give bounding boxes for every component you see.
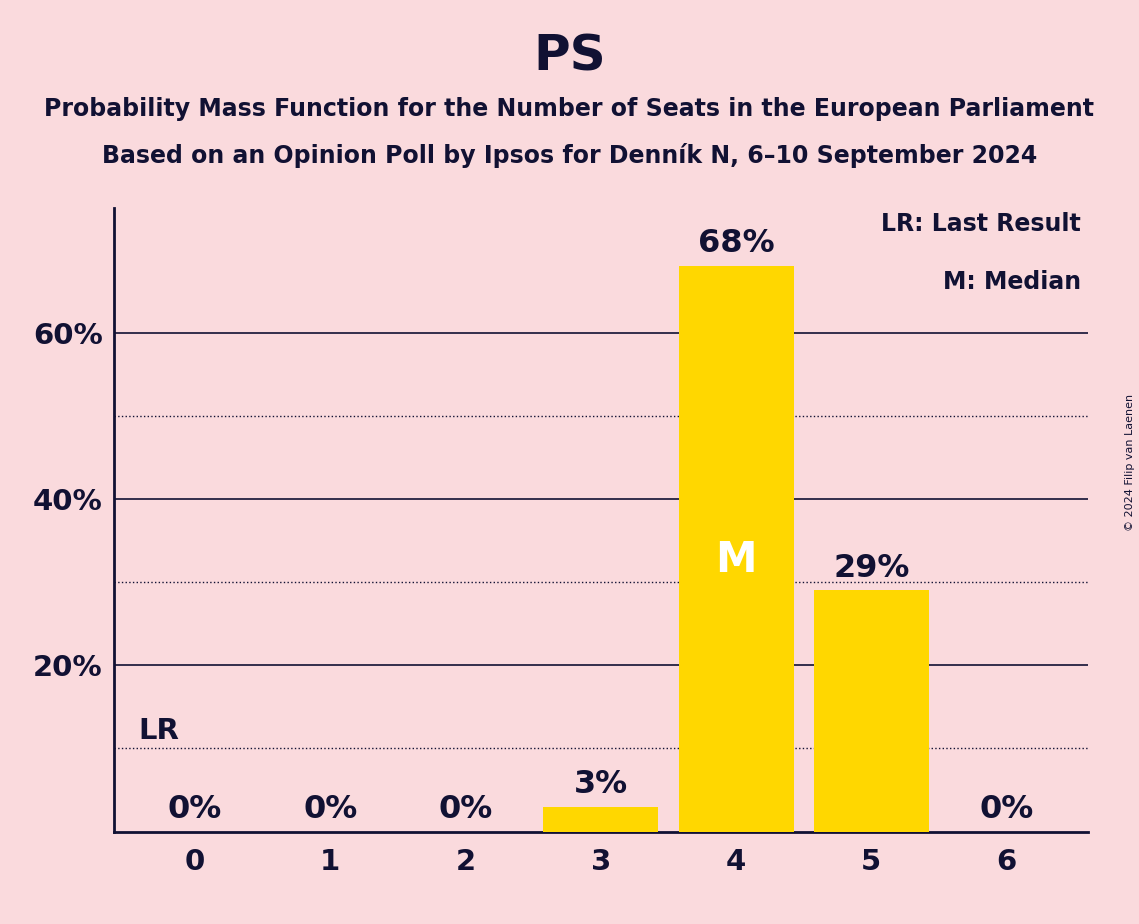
Text: 0%: 0%: [303, 794, 358, 825]
Text: LR: LR: [138, 717, 179, 745]
Text: 3%: 3%: [574, 769, 628, 800]
Text: © 2024 Filip van Laenen: © 2024 Filip van Laenen: [1125, 394, 1134, 530]
Text: 0%: 0%: [980, 794, 1034, 825]
Text: M: M: [715, 540, 756, 581]
Text: 0%: 0%: [167, 794, 222, 825]
Text: Based on an Opinion Poll by Ipsos for Denník N, 6–10 September 2024: Based on an Opinion Poll by Ipsos for De…: [101, 143, 1038, 168]
Text: 29%: 29%: [833, 553, 910, 584]
Bar: [543, 807, 658, 832]
Bar: [679, 266, 794, 832]
Text: LR: Last Result: LR: Last Result: [882, 213, 1081, 236]
Text: PS: PS: [533, 32, 606, 80]
Text: Probability Mass Function for the Number of Seats in the European Parliament: Probability Mass Function for the Number…: [44, 97, 1095, 121]
Text: 68%: 68%: [698, 228, 775, 260]
Bar: [814, 590, 928, 832]
Text: M: Median: M: Median: [943, 270, 1081, 294]
Text: 0%: 0%: [439, 794, 493, 825]
